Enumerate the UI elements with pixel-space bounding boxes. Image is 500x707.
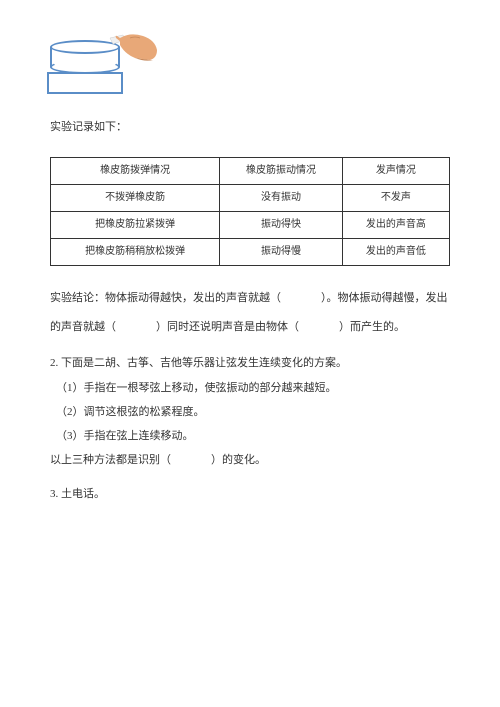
table-cell: 不拨弹橡皮筋 bbox=[51, 185, 220, 212]
table-row: 把橡皮筋稍稍放松拨弹 振动得慢 发出的声音低 bbox=[51, 239, 450, 266]
q2-summary: 以上三种方法都是识别（ ）的变化。 bbox=[50, 448, 450, 472]
conclusion-part: 实验结论：物体振动得越快，发出的声音就越（ bbox=[50, 292, 281, 304]
record-label: 实验记录如下： bbox=[50, 115, 450, 139]
table-cell: 发出的声音低 bbox=[342, 239, 449, 266]
table-header: 橡皮筋振动情况 bbox=[220, 158, 343, 185]
conclusion-part: ）而产生的。 bbox=[339, 321, 405, 333]
question-3: 3. 土电话。 bbox=[50, 482, 450, 506]
conclusion-part: ）同时还说明声音是由物体（ bbox=[156, 321, 299, 333]
experiment-illustration bbox=[50, 30, 160, 100]
table-cell: 没有振动 bbox=[220, 185, 343, 212]
drum-base bbox=[47, 72, 123, 94]
question-2: 2. 下面是二胡、古筝、吉他等乐器让弦发生连续变化的方案。 （1）手指在一根琴弦… bbox=[50, 351, 450, 472]
q2-item: （3）手指在弦上连续移动。 bbox=[56, 424, 450, 448]
q2-intro: 2. 下面是二胡、古筝、吉他等乐器让弦发生连续变化的方案。 bbox=[50, 351, 450, 375]
q2-item: （1）手指在一根琴弦上移动，使弦振动的部分越来越短。 bbox=[56, 376, 450, 400]
table-cell: 振动得快 bbox=[220, 212, 343, 239]
table-cell: 把橡皮筋拉紧拨弹 bbox=[51, 212, 220, 239]
table-cell: 不发声 bbox=[342, 185, 449, 212]
table-row: 橡皮筋拨弹情况 橡皮筋振动情况 发声情况 bbox=[51, 158, 450, 185]
table-cell: 把橡皮筋稍稍放松拨弹 bbox=[51, 239, 220, 266]
q2-summary-post: ）的变化。 bbox=[211, 454, 266, 466]
table-header: 发声情况 bbox=[342, 158, 449, 185]
table-cell: 发出的声音高 bbox=[342, 212, 449, 239]
experiment-table: 橡皮筋拨弹情况 橡皮筋振动情况 发声情况 不拨弹橡皮筋 没有振动 不发声 把橡皮… bbox=[50, 157, 450, 266]
q2-summary-pre: 以上三种方法都是识别（ bbox=[50, 454, 171, 466]
conclusion-text: 实验结论：物体振动得越快，发出的声音就越（）。物体振动得越慢，发出的声音就越（）… bbox=[50, 284, 450, 341]
q2-item: （2）调节这根弦的松紧程度。 bbox=[56, 400, 450, 424]
table-header: 橡皮筋拨弹情况 bbox=[51, 158, 220, 185]
table-row: 不拨弹橡皮筋 没有振动 不发声 bbox=[51, 185, 450, 212]
hand-icon bbox=[105, 30, 160, 70]
table-row: 把橡皮筋拉紧拨弹 振动得快 发出的声音高 bbox=[51, 212, 450, 239]
table-cell: 振动得慢 bbox=[220, 239, 343, 266]
